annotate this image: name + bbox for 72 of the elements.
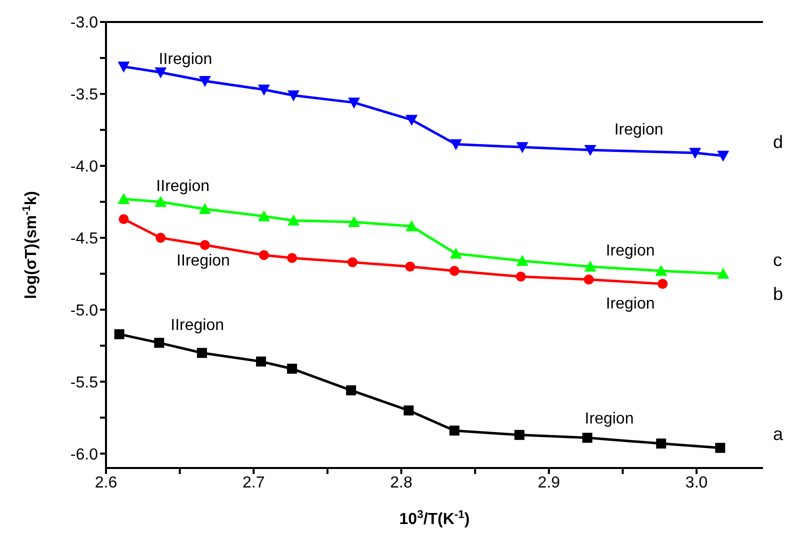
point xyxy=(258,210,270,222)
text: c xyxy=(773,250,782,270)
point xyxy=(449,266,460,276)
point xyxy=(258,84,270,96)
point xyxy=(655,264,668,276)
point xyxy=(450,248,462,259)
point xyxy=(715,442,726,453)
point xyxy=(406,220,418,232)
point xyxy=(348,216,360,227)
point xyxy=(717,268,730,279)
point xyxy=(348,98,360,109)
point xyxy=(198,203,211,214)
text: a xyxy=(773,424,784,444)
y-tick-label: -3.0 xyxy=(70,14,98,32)
x-axis-title: 10$^{3}$/T(K$^{-1}$) xyxy=(399,509,470,528)
annotation: Iregion xyxy=(584,410,634,428)
point xyxy=(516,142,528,154)
point xyxy=(584,274,594,285)
point xyxy=(516,254,528,266)
point xyxy=(118,214,129,224)
point xyxy=(288,214,300,226)
point xyxy=(287,364,298,374)
y-tick-label: -4.0 xyxy=(70,158,98,176)
point xyxy=(516,272,526,282)
point xyxy=(717,150,730,162)
point xyxy=(154,67,167,78)
annotation: IIregion xyxy=(156,178,210,195)
x-tick-label: 2.9 xyxy=(538,474,560,492)
point xyxy=(404,405,414,416)
annotation: Iregion xyxy=(606,296,655,313)
point xyxy=(287,252,298,263)
point xyxy=(514,430,524,440)
point xyxy=(258,250,269,260)
point xyxy=(154,338,164,348)
y-tick-label: -3.5 xyxy=(70,86,98,104)
point xyxy=(689,148,702,159)
x-tick-label: 3.0 xyxy=(685,474,708,492)
point xyxy=(582,432,592,443)
point xyxy=(346,385,356,396)
annotation: IIregion xyxy=(176,252,230,270)
point xyxy=(118,192,130,204)
x-tick-label: 2.8 xyxy=(390,474,412,492)
point xyxy=(256,356,266,367)
point xyxy=(154,196,167,207)
point xyxy=(450,139,462,150)
point xyxy=(118,62,130,73)
point xyxy=(584,145,596,156)
x-tick-label: 2.7 xyxy=(242,474,265,492)
point xyxy=(656,438,666,449)
annotation: IIregion xyxy=(158,51,212,68)
y-tick-label: -5.5 xyxy=(70,374,98,392)
point xyxy=(200,240,210,250)
point xyxy=(196,348,207,358)
annotation: Iregion xyxy=(606,242,655,260)
point xyxy=(114,329,124,340)
y-tick-label: -5.0 xyxy=(70,302,98,320)
text: d xyxy=(773,132,784,152)
annotation: Iregion xyxy=(614,122,664,139)
y-tick-label: -6.0 xyxy=(70,446,98,464)
point xyxy=(584,260,596,272)
y-tick-label: -4.5 xyxy=(70,230,98,248)
point xyxy=(449,426,460,436)
point xyxy=(348,257,358,268)
text: b xyxy=(773,284,784,304)
point xyxy=(156,232,166,243)
x-tick-label: 2.6 xyxy=(94,474,118,492)
annotation: IIregion xyxy=(170,316,224,334)
point xyxy=(405,262,416,272)
point xyxy=(288,90,300,102)
point xyxy=(406,114,418,126)
point xyxy=(198,76,211,87)
point xyxy=(658,278,668,289)
